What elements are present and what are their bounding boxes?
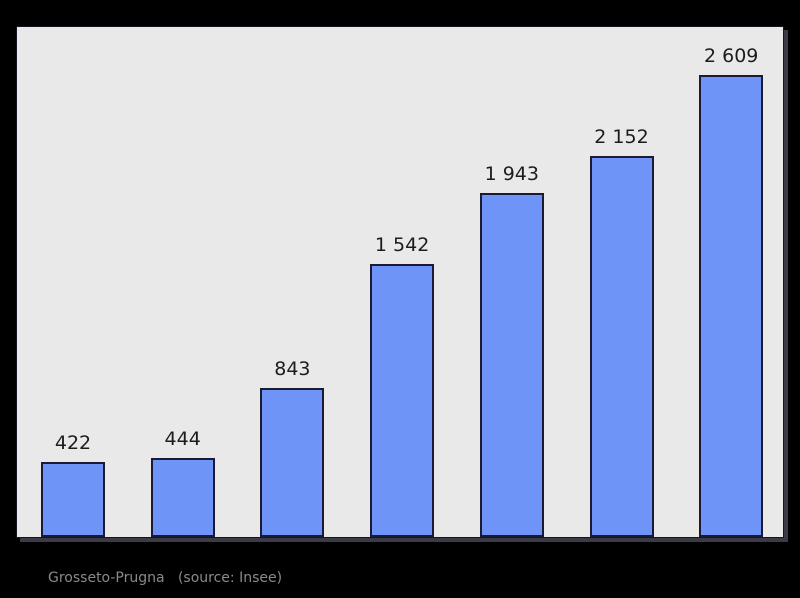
- bar-value-label: 1 542: [374, 234, 430, 256]
- bar-value-label: 2 609: [703, 45, 759, 67]
- bar: [150, 458, 215, 537]
- bar-value-label: 422: [54, 432, 92, 454]
- bar: [589, 156, 654, 537]
- bar-group: 1 542: [370, 27, 435, 537]
- bar: [699, 75, 764, 537]
- bar-value-label: 1 943: [484, 163, 539, 185]
- bar: [370, 264, 435, 537]
- chart-caption: Grosseto-Prugna (source: Insee): [48, 570, 283, 586]
- bar-group: 843: [260, 27, 325, 537]
- bar-value-label: 444: [164, 428, 201, 450]
- bar: [260, 388, 325, 537]
- plot-area: 422 444 843 1 542 1 943 2 152 2 609: [16, 26, 784, 538]
- bar-series: 422 444 843 1 542 1 943 2 152 2 609: [17, 27, 783, 537]
- bar-group: 422: [41, 27, 105, 537]
- bar: [479, 193, 544, 537]
- bar-group: 444: [150, 27, 215, 537]
- bar-value-label: 843: [274, 358, 311, 380]
- bar-group: 2 609: [699, 27, 764, 537]
- bar: [41, 462, 105, 537]
- bar-group: 2 152: [589, 27, 654, 537]
- bar-value-label: 2 152: [594, 126, 649, 148]
- bar-group: 1 943: [479, 27, 544, 537]
